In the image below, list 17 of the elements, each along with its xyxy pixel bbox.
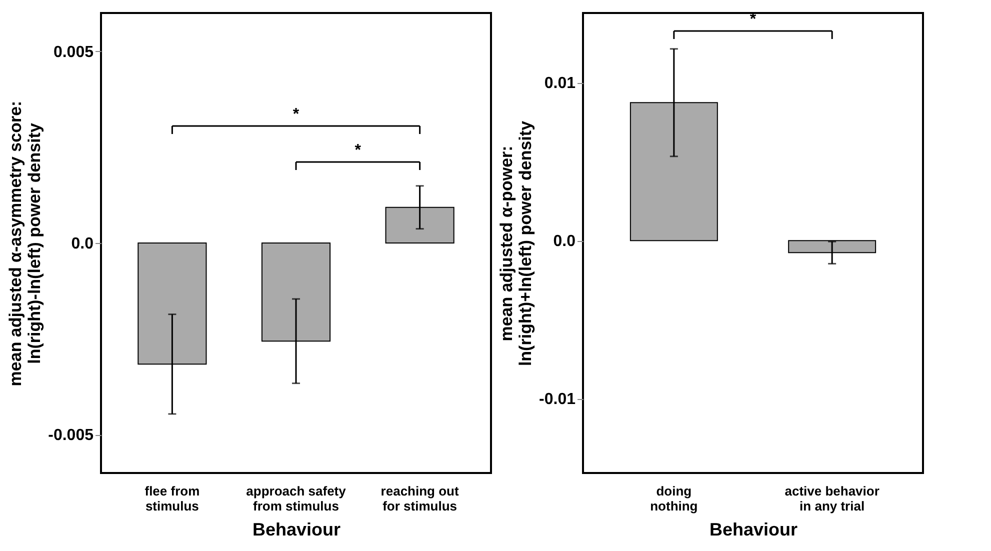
y-tick-label: -0.01 [539, 391, 576, 408]
x-axis-title: Behaviour [252, 520, 341, 540]
y-tick-label: 0.0 [71, 236, 94, 252]
x-tick-label: flee from stimulus [144, 484, 200, 514]
y-axis-title: mean adjusted α-asymmetry score: ln(right)-ln(left) power density [6, 100, 44, 386]
annotation: * [354, 142, 362, 159]
y-tick-label: 0.0 [553, 233, 576, 250]
x-tick-label: active behavior in any trial [784, 484, 880, 514]
x-tick-label: doing nothing [650, 484, 698, 514]
y-axis-title: mean adjusted α-power: ln(right)+ln(left) power density [497, 120, 536, 366]
annotation: * [292, 106, 300, 123]
x-tick-label: approach safety from stimulus [246, 484, 347, 514]
y-tick-label: -0.005 [48, 427, 94, 444]
x-axis-title: Behaviour [709, 520, 798, 540]
x-tick-label: reaching out for stimulus [380, 484, 460, 514]
y-tick-label: 0.005 [53, 44, 94, 61]
y-tick-label: 0.01 [544, 75, 576, 92]
